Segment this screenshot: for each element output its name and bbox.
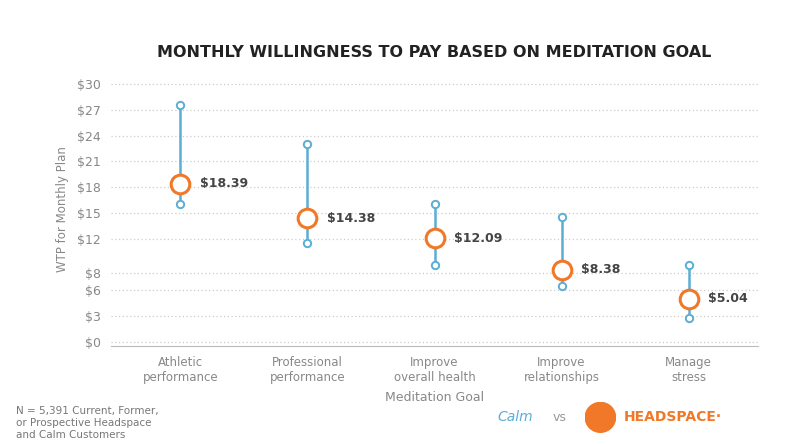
Point [174, 102, 186, 109]
Point [428, 261, 441, 268]
Text: $5.04: $5.04 [708, 292, 747, 305]
Text: vs: vs [553, 411, 567, 424]
Point [555, 282, 568, 289]
Point [174, 180, 186, 187]
X-axis label: Meditation Goal: Meditation Goal [385, 391, 484, 404]
Text: Calm: Calm [498, 410, 533, 424]
Circle shape [585, 402, 615, 432]
Point [428, 234, 441, 242]
Point [555, 214, 568, 221]
Text: $18.39: $18.39 [200, 177, 247, 190]
Point [301, 240, 314, 247]
Text: $14.38: $14.38 [326, 212, 374, 225]
Point [683, 314, 695, 321]
Point [301, 141, 314, 148]
Y-axis label: WTP for Monthly Plan: WTP for Monthly Plan [55, 146, 69, 272]
Text: $8.38: $8.38 [581, 263, 620, 277]
Point [555, 266, 568, 274]
Point [683, 261, 695, 268]
Point [301, 215, 314, 222]
Point [174, 201, 186, 208]
Point [428, 201, 441, 208]
Text: N = 5,391 Current, Former,
or Prospective Headspace
and Calm Customers: N = 5,391 Current, Former, or Prospectiv… [16, 406, 159, 440]
Point [683, 295, 695, 302]
Text: HEADSPACE·: HEADSPACE· [624, 410, 722, 424]
Text: $12.09: $12.09 [453, 231, 502, 245]
Title: MONTHLY WILLINGNESS TO PAY BASED ON MEDITATION GOAL: MONTHLY WILLINGNESS TO PAY BASED ON MEDI… [157, 45, 712, 60]
